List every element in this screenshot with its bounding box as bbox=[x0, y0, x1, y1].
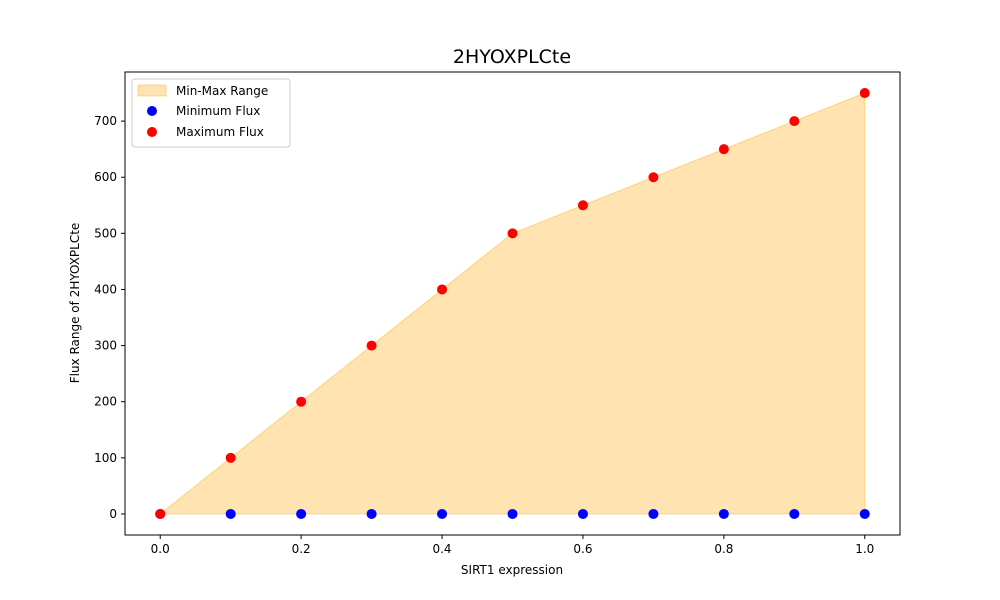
y-tick-label: 700 bbox=[94, 114, 117, 128]
minimum-flux-point bbox=[859, 508, 870, 519]
y-tick-label: 600 bbox=[94, 170, 117, 184]
y-tick-label: 200 bbox=[94, 395, 117, 409]
minimum-flux-point bbox=[577, 508, 588, 519]
plot-area bbox=[155, 88, 870, 519]
maximum-flux-point bbox=[577, 200, 588, 211]
min-max-range-area bbox=[158, 92, 866, 515]
y-tick-label: 300 bbox=[94, 339, 117, 353]
maximum-flux-point bbox=[507, 228, 518, 239]
maximum-flux-point bbox=[225, 452, 236, 463]
maximum-flux-point bbox=[155, 508, 166, 519]
legend-box bbox=[131, 78, 291, 148]
minimum-flux-point bbox=[789, 508, 800, 519]
x-tick-label: 1.0 bbox=[855, 542, 874, 556]
maximum-flux-point bbox=[296, 396, 307, 407]
minimum-flux-point bbox=[366, 508, 377, 519]
legend-label-minimum-flux: Minimum Flux bbox=[176, 104, 260, 118]
minimum-flux-point bbox=[225, 508, 236, 519]
legend-maximum-flux-marker bbox=[147, 127, 157, 137]
axes: 0.0 0.2 0.4 0.6 0.8 1.0 0 100 200 300 400 500 600 700 bbox=[94, 71, 901, 556]
y-axis-label: Flux Range of 2HYOXPLCte bbox=[68, 223, 82, 384]
legend-label-min-max-range: Min-Max Range bbox=[176, 84, 268, 98]
maximum-flux-point bbox=[437, 284, 448, 295]
x-axis-label: SIRT1 expression bbox=[461, 563, 563, 577]
minimum-flux-point bbox=[648, 508, 659, 519]
minimum-flux-point bbox=[296, 508, 307, 519]
x-tick-label: 0.6 bbox=[573, 542, 592, 556]
minimum-flux-point bbox=[718, 508, 729, 519]
legend: Min-Max Range Minimum Flux Maximum Flux bbox=[131, 78, 291, 148]
x-tick-label: 0.8 bbox=[714, 542, 733, 556]
maximum-flux-point bbox=[859, 88, 870, 99]
x-tick-label: 0.4 bbox=[432, 542, 451, 556]
maximum-flux-point bbox=[718, 144, 729, 155]
legend-label-maximum-flux: Maximum Flux bbox=[176, 125, 264, 139]
x-tick-label: 0.0 bbox=[151, 542, 170, 556]
y-tick-label: 400 bbox=[94, 282, 117, 296]
minimum-flux-point bbox=[437, 508, 448, 519]
maximum-flux-point bbox=[366, 340, 377, 351]
x-tick-label: 0.2 bbox=[292, 542, 311, 556]
maximum-flux-point bbox=[789, 116, 800, 127]
plot-frame bbox=[124, 71, 901, 536]
legend-minimum-flux-marker bbox=[147, 106, 157, 116]
minimum-flux-point bbox=[507, 508, 518, 519]
y-tick-label: 100 bbox=[94, 451, 117, 465]
maximum-flux-point bbox=[648, 172, 659, 183]
chart-title: 2HYOXPLCte bbox=[453, 46, 571, 68]
y-tick-label: 500 bbox=[94, 226, 117, 240]
legend-range-swatch bbox=[137, 84, 167, 97]
y-tick-label: 0 bbox=[109, 507, 117, 521]
